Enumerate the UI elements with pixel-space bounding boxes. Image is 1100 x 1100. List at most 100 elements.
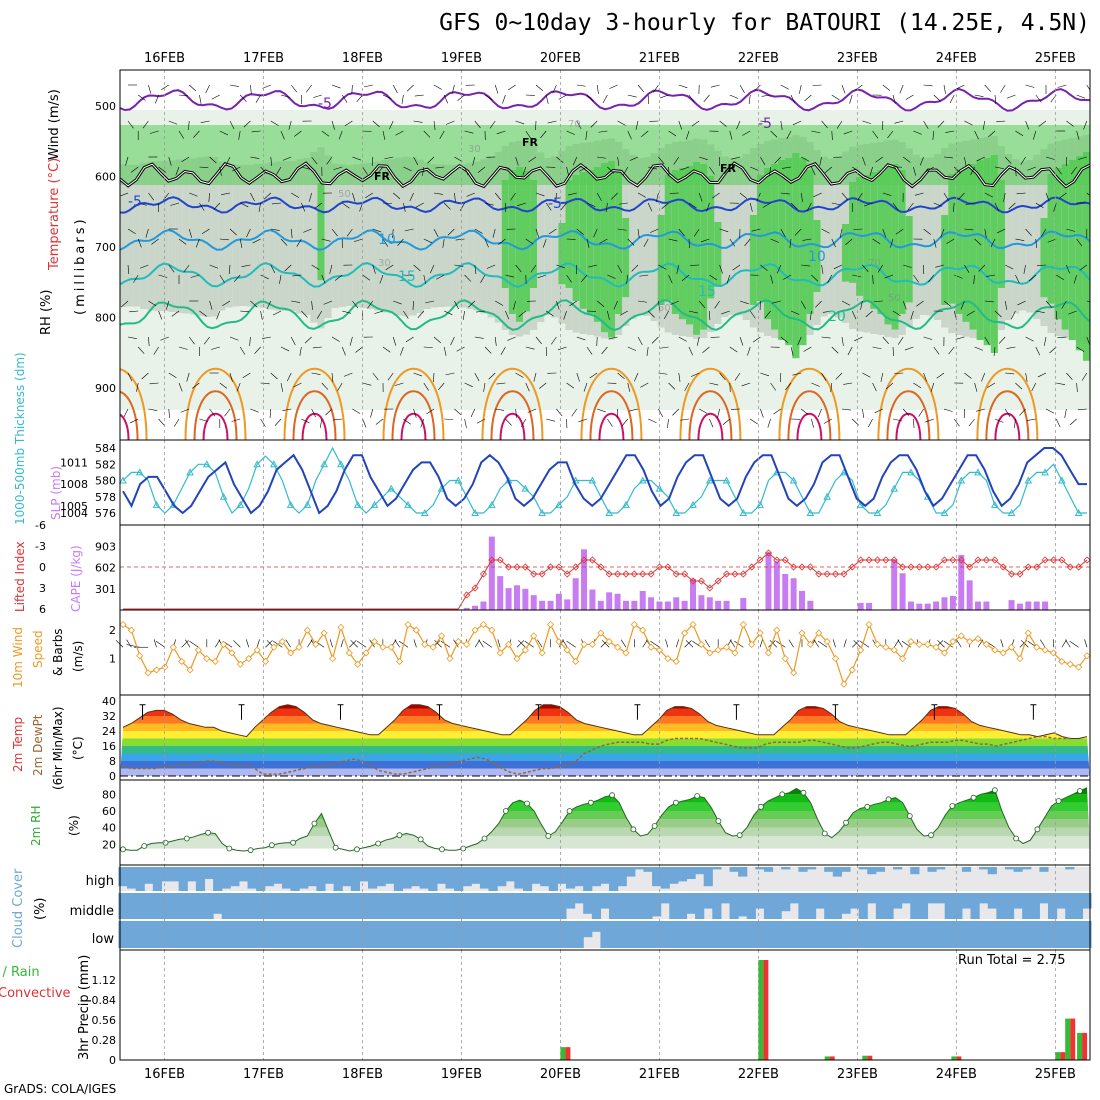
wind-barb [284,264,292,272]
wind-barb [767,418,771,428]
cloud-cover-bar [626,921,636,948]
wind-barb [400,346,404,356]
wind-barb [691,120,700,127]
wind-barb [823,418,832,424]
cape-bar [597,600,604,610]
wind-barb [884,274,894,279]
wind-barb [852,274,862,278]
wind-speed-point [764,649,773,657]
cloud-cover-bar [411,867,421,887]
precip-tick-label: 0.28 [92,1034,117,1047]
wind-barb [151,238,159,245]
wind-barb [260,382,270,385]
wind-barb [545,94,549,104]
cloud-cover-bar [841,921,851,948]
ylabel-cloud-pct: (%) [33,898,48,921]
wind-barb [311,264,320,270]
wind-barb [678,336,687,342]
wind-barb [925,166,934,172]
cloud-cover-bar [789,921,799,948]
cloud-cover-bar [135,893,145,919]
wind-barb-10m [759,639,763,648]
wind-barb-10m [482,640,493,648]
wind-barb [254,346,261,354]
wind-speed-point [697,640,705,648]
cloud-cover-bar [738,893,748,917]
wind-speed-point [915,640,923,648]
rh-fill-mid [161,161,170,311]
wind-barb [168,408,170,418]
wind-barb [1025,372,1028,382]
wind-barb [454,156,463,162]
wind-speed-point [463,640,471,648]
rh-point [311,820,318,827]
cloud-cover-bar [479,867,490,889]
rh-fill-green [317,183,326,281]
rh-fill-mid [437,164,447,307]
wind-barb [219,274,225,283]
wind-barb [739,300,749,305]
wind-barb [685,130,690,140]
wind-barb [470,408,476,418]
wind-barb [586,346,593,355]
warm-contour [697,412,724,440]
cloud-cover-bar [350,893,360,919]
cloud-cover-bar [161,867,171,882]
rh-fill-mid [423,162,432,309]
wind-barb [780,192,790,195]
cloud-cover-bar [178,893,188,919]
wind-barb [970,166,975,176]
wind-barb [974,238,982,246]
wind-speed-point [1016,655,1024,663]
wind-barb-10m [937,640,945,648]
warm-contour [886,390,931,440]
date-label-top: 23FEB [837,51,878,66]
wind-barb [1069,418,1077,426]
wind-barb [474,120,481,129]
rh-fill-green [522,171,532,312]
wind-barb [168,372,177,379]
cloud-cover-bar [1039,921,1049,948]
wind-barb [301,310,308,318]
wind-barb [239,94,247,102]
wind-barb [280,346,290,352]
rh-fill-green [962,167,971,322]
wind-speed-point [303,626,311,634]
wind-barb [236,382,241,392]
wind-barb [1078,156,1087,160]
cloud-cover-bar [677,867,688,882]
cape-bar [1016,603,1023,610]
slp-tick-label: 1011 [60,456,88,469]
wind-barb [505,418,512,426]
wind-barb [1066,372,1073,380]
lifted-index-point [815,570,823,578]
wind-barb-10m [684,640,692,648]
wind-speed-point [127,626,135,634]
wind-barb [311,372,321,375]
wind-barb [865,310,873,318]
thickness-point [320,460,329,468]
cape-bar [857,602,864,610]
wind-barb [250,408,259,413]
wind-barb [139,264,149,269]
wind-barb [607,310,610,320]
wind-barb [288,120,292,130]
wind-barb [749,310,756,319]
wind-barb [956,84,965,90]
wind-speed-point [940,649,949,657]
wind-barb [457,94,465,101]
wind-barb [498,238,506,245]
wind-barb [903,264,912,268]
wind-barb [627,130,632,140]
wind-barb [1045,156,1055,160]
wind-barb [494,336,497,346]
wind-barb [239,238,243,248]
cloud-cover-bar [832,867,842,877]
cape-bar [773,561,780,610]
cape-bar [581,549,588,610]
wind-barb [688,346,693,356]
cape-bar [782,573,789,610]
rh-fill-green [749,215,758,305]
wind-barb [780,228,786,237]
cloud-cover-bar [979,921,989,948]
